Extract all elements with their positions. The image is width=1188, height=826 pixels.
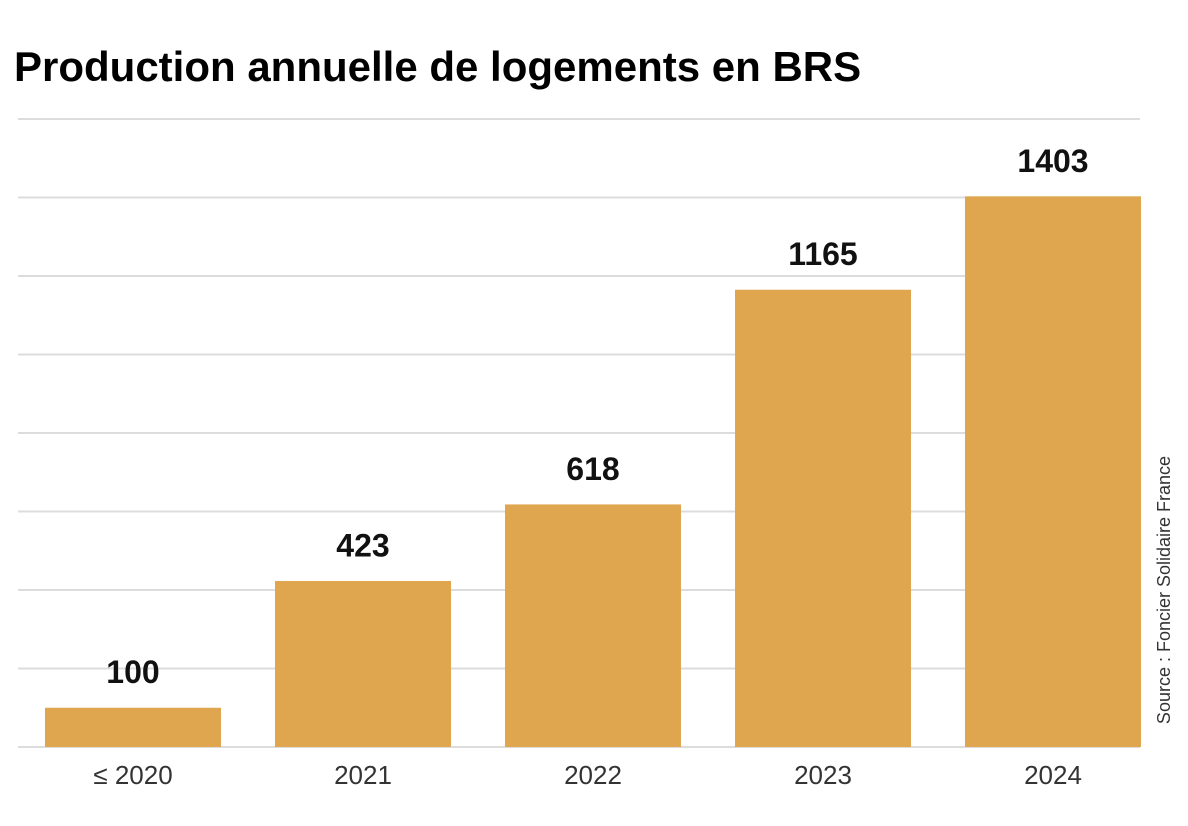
bar bbox=[965, 196, 1141, 747]
value-label: 423 bbox=[336, 527, 389, 563]
bar bbox=[505, 504, 681, 747]
value-label: 1165 bbox=[788, 236, 857, 272]
x-tick-label: 2023 bbox=[794, 760, 852, 790]
value-label: 1403 bbox=[1017, 143, 1088, 179]
bar bbox=[275, 580, 451, 747]
value-label: 100 bbox=[106, 654, 159, 690]
x-tick-label: ≤ 2020 bbox=[93, 760, 172, 790]
source-note: Source : Foncier Solidaire France bbox=[1154, 456, 1174, 724]
x-tick-label: 2021 bbox=[334, 760, 392, 790]
chart-title: Production annuelle de logements en BRS bbox=[14, 43, 861, 90]
x-tick-label: 2022 bbox=[564, 760, 622, 790]
value-label: 618 bbox=[566, 451, 619, 487]
x-tick-label: 2024 bbox=[1024, 760, 1082, 790]
bar bbox=[735, 289, 911, 747]
bar bbox=[45, 707, 221, 747]
